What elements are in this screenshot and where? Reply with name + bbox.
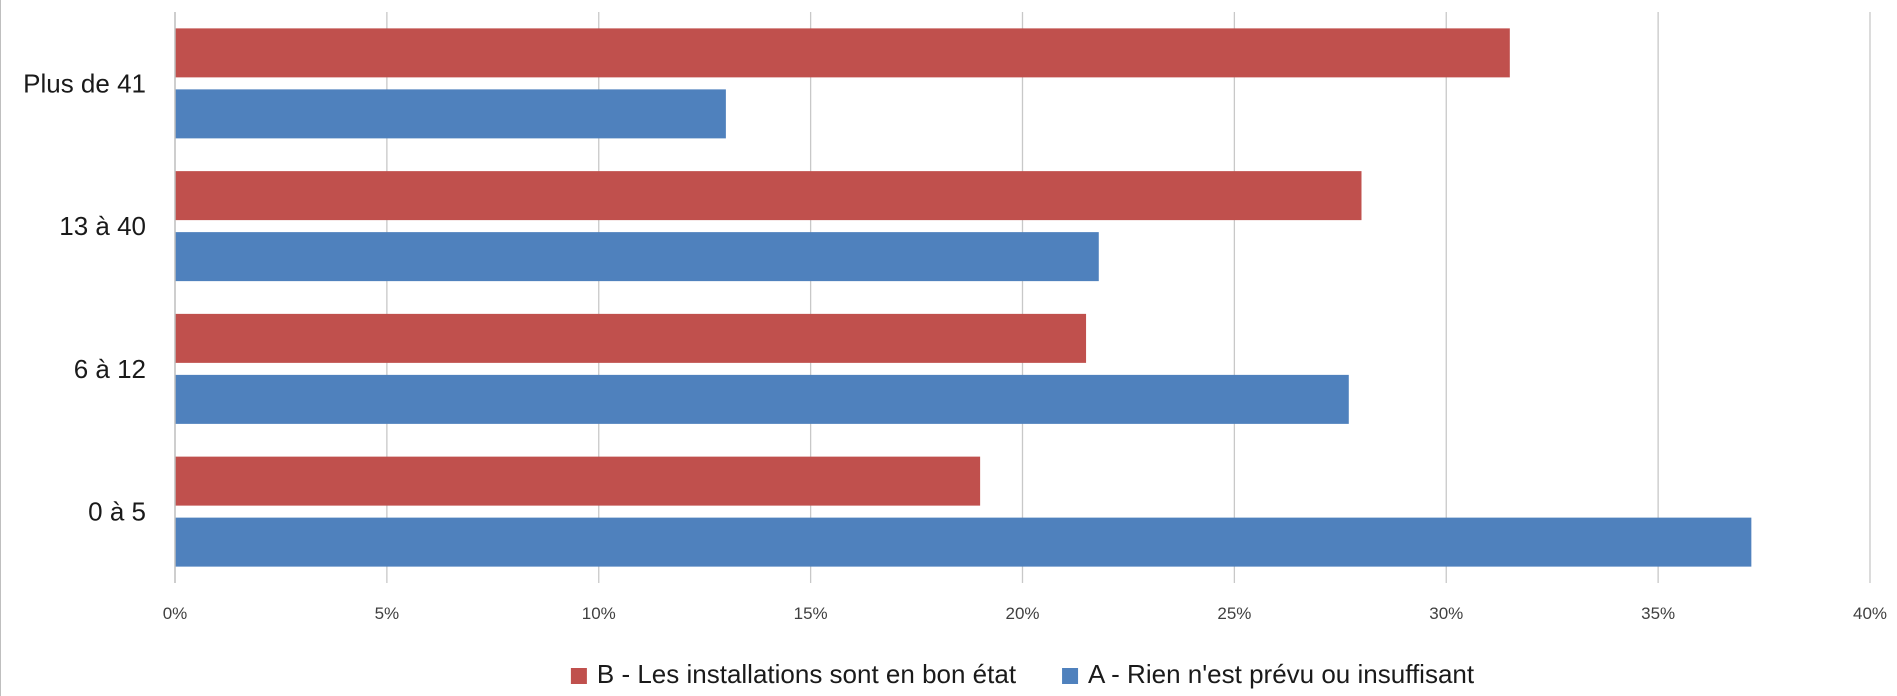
bar-a-13-a-40 bbox=[175, 232, 1099, 282]
legend-item-a: A - Rien n'est prévu ou insuffisant bbox=[1062, 659, 1475, 689]
legend-swatch bbox=[1062, 668, 1079, 684]
x-axis-tick-labels: 0% 5% 10% 15% 20% 25% 30% 35% 40% bbox=[163, 604, 1887, 623]
category-label-plus-de-41: Plus de 41 bbox=[23, 68, 146, 98]
x-tick-label: 20% bbox=[1005, 604, 1039, 623]
x-tick-label: 0% bbox=[163, 604, 188, 623]
legend-item-b: B - Les installations sont en bon état bbox=[570, 659, 1017, 689]
legend-swatch bbox=[570, 668, 587, 684]
x-tick-label: 5% bbox=[375, 604, 400, 623]
legend: B - Les installations sont en bon état A … bbox=[570, 659, 1475, 689]
x-tick-label: 30% bbox=[1429, 604, 1463, 623]
x-tick-label: 15% bbox=[794, 604, 828, 623]
bar-a-plus-de-41 bbox=[175, 89, 726, 139]
bar-b-13-a-40 bbox=[175, 171, 1362, 221]
x-tick-label: 40% bbox=[1853, 604, 1887, 623]
category-label-6-a-12: 6 à 12 bbox=[74, 354, 146, 384]
x-tick-label: 10% bbox=[582, 604, 616, 623]
bar-b-plus-de-41 bbox=[175, 28, 1510, 78]
bar-a-0-a-5 bbox=[175, 517, 1752, 567]
category-label-0-a-5: 0 à 5 bbox=[88, 497, 146, 527]
x-tick-label: 25% bbox=[1217, 604, 1251, 623]
bar-b-0-a-5 bbox=[175, 456, 981, 506]
bar-a-6-a-12 bbox=[175, 374, 1349, 424]
legend-label: A - Rien n'est prévu ou insuffisant bbox=[1088, 659, 1475, 689]
legend-label: B - Les installations sont en bon état bbox=[597, 659, 1017, 689]
x-tick-label: 35% bbox=[1641, 604, 1675, 623]
category-label-13-a-40: 13 à 40 bbox=[59, 211, 146, 241]
y-axis-category-labels: 0 à 5 6 à 12 13 à 40 Plus de 41 bbox=[23, 68, 146, 526]
bar-b-6-a-12 bbox=[175, 313, 1087, 363]
bars bbox=[175, 28, 1752, 567]
